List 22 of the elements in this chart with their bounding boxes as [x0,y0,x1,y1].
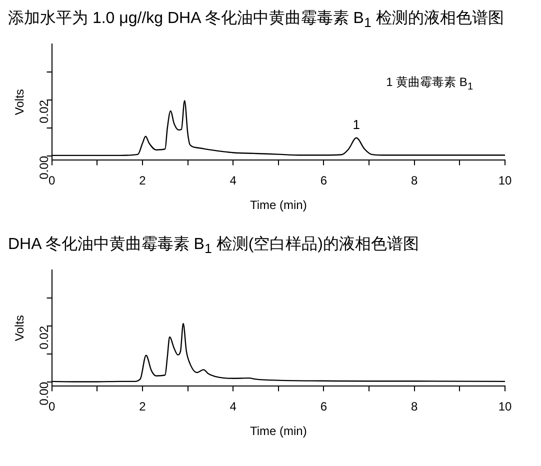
x-tick-label: 4 [230,400,237,414]
x-tick-label: 0 [48,400,56,414]
chart-title: 添加水平为 1.0 μg//kg DHA 冬化油中黄曲霉毒素 B$_{1}$ 检测的液相色谱图 [8,8,505,30]
annotation: 1 [352,117,360,132]
x-tick-label: 4 [230,174,237,188]
annotation: 1 黄曲霉毒素 B$_{1}$ [386,74,473,93]
y-axis-title: Volts [12,315,27,342]
x-tick-label: 10 [498,400,512,414]
y-tick-label: 0.02 [37,100,52,124]
x-tick-label: 6 [320,400,328,414]
y-tick-label: 0.02 [37,326,52,350]
x-tick-label: 10 [498,174,512,188]
x-tick-label: 2 [139,400,146,414]
x-tick-label: 8 [411,174,418,188]
x-axis-title: Time (min) [250,198,307,212]
chart-title: DHA 冬化油中黄曲霉毒素 B$_{1}$ 检测(空白样品)的液相色谱图 [8,234,420,256]
x-tick-label: 0 [48,174,56,188]
x-axis-title: Time (min) [250,424,307,438]
y-axis-title: Volts [12,89,27,116]
x-tick-label: 8 [411,400,418,414]
x-tick-label: 2 [139,174,146,188]
x-tick-label: 6 [320,174,328,188]
